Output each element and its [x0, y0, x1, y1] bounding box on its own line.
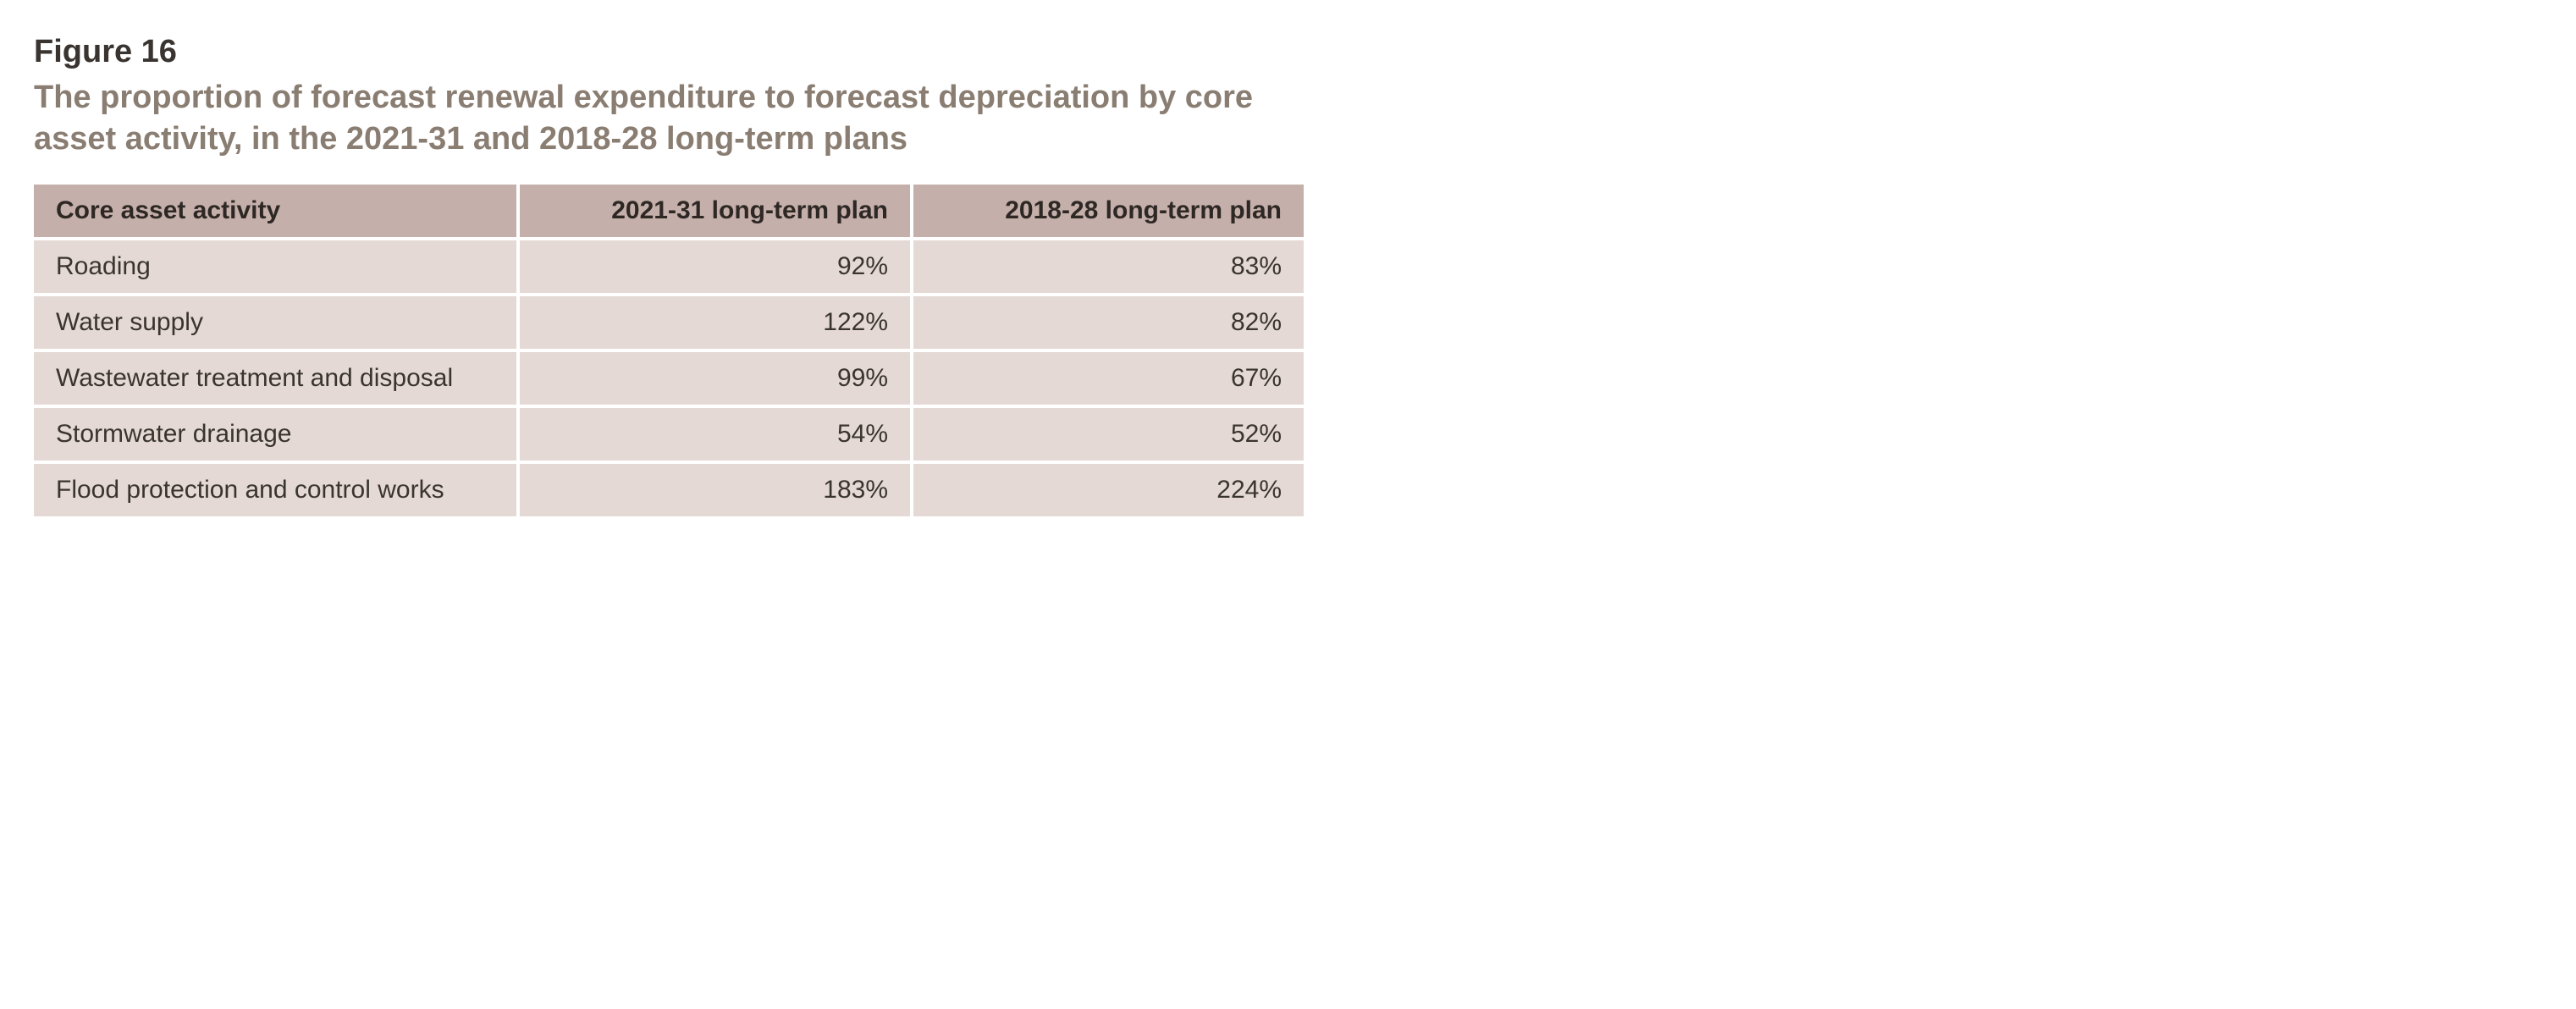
table-body: Roading92%83%Water supply122%82%Wastewat… — [34, 240, 1304, 520]
table-cell: 224% — [910, 464, 1304, 520]
table-cell: 54% — [516, 408, 910, 464]
figure-title: The proportion of forecast renewal expen… — [34, 77, 1304, 161]
table-row: Stormwater drainage54%52% — [34, 408, 1304, 464]
table-cell: Stormwater drainage — [34, 408, 516, 464]
table-cell: 83% — [910, 240, 1304, 296]
data-table: Core asset activity 2021-31 long-term pl… — [34, 185, 1304, 520]
table-row: Water supply122%82% — [34, 296, 1304, 352]
table-cell: 122% — [516, 296, 910, 352]
table-cell: 183% — [516, 464, 910, 520]
table-row: Wastewater treatment and disposal99%67% — [34, 352, 1304, 408]
col-header-activity: Core asset activity — [34, 185, 516, 240]
table-cell: Wastewater treatment and disposal — [34, 352, 516, 408]
table-cell: 92% — [516, 240, 910, 296]
col-header-plan-2021: 2021-31 long-term plan — [516, 185, 910, 240]
table-cell: 52% — [910, 408, 1304, 464]
col-header-plan-2018: 2018-28 long-term plan — [910, 185, 1304, 240]
table-row: Roading92%83% — [34, 240, 1304, 296]
table-cell: Flood protection and control works — [34, 464, 516, 520]
table-cell: Roading — [34, 240, 516, 296]
table-header-row: Core asset activity 2021-31 long-term pl… — [34, 185, 1304, 240]
table-cell: 82% — [910, 296, 1304, 352]
table-cell: Water supply — [34, 296, 516, 352]
figure-label: Figure 16 — [34, 34, 2542, 70]
table-cell: 99% — [516, 352, 910, 408]
table-row: Flood protection and control works183%22… — [34, 464, 1304, 520]
table-cell: 67% — [910, 352, 1304, 408]
